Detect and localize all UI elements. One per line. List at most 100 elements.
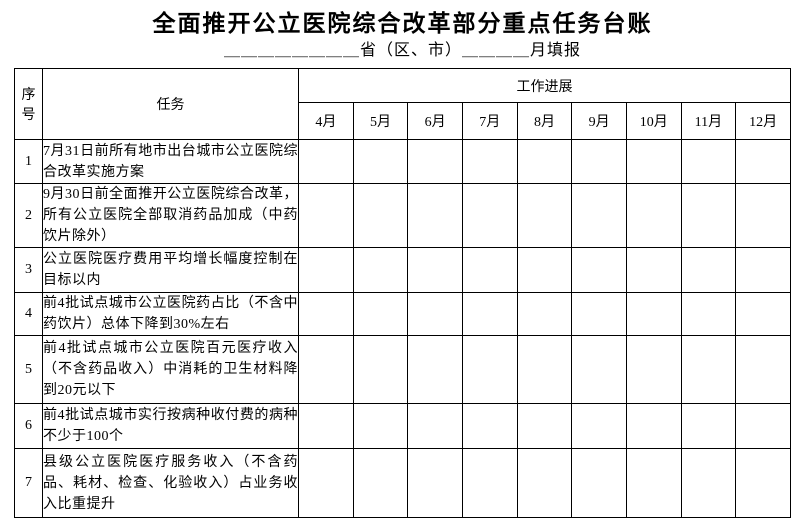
progress-cell[interactable] [680, 403, 737, 449]
progress-cell[interactable] [625, 183, 682, 248]
progress-cell[interactable] [461, 183, 518, 248]
task-cell: 7月31日前所有地市出台城市公立医院综合改革实施方案 [42, 139, 299, 184]
progress-cell[interactable] [407, 247, 463, 293]
progress-cell[interactable] [516, 247, 573, 293]
progress-cell[interactable] [516, 448, 573, 518]
progress-cell[interactable] [516, 335, 573, 404]
progress-cell[interactable] [461, 403, 518, 449]
progress-cell[interactable] [735, 335, 791, 404]
progress-cell[interactable] [680, 183, 737, 248]
progress-cell[interactable] [298, 448, 354, 518]
progress-cell[interactable] [680, 292, 737, 336]
progress-cell[interactable] [571, 247, 627, 293]
header-progress: 工作进展 [298, 68, 791, 103]
progress-cell[interactable] [516, 292, 573, 336]
row-number: 2 [14, 183, 43, 248]
progress-cell[interactable] [352, 183, 409, 248]
progress-cell[interactable] [571, 183, 627, 248]
table-row: 2 9月30日前全面推开公立医院综合改革，所有公立医院全部取消药品加成（中药饮片… [14, 183, 791, 248]
task-cell: 前4批试点城市实行按病种收付费的病种不少于100个 [42, 403, 299, 449]
row-number: 3 [14, 247, 43, 293]
header-month-dec: 12月 [735, 102, 791, 140]
progress-cell[interactable] [407, 335, 463, 404]
header-month-aug: 8月 [516, 102, 573, 140]
table-row: 6 前4批试点城市实行按病种收付费的病种不少于100个 [14, 403, 791, 449]
progress-cell[interactable] [625, 403, 682, 449]
header-month-may: 5月 [352, 102, 409, 140]
header-month-oct: 10月 [625, 102, 682, 140]
table-row: 7 县级公立医院医疗服务收入（不含药品、耗材、检查、化验收入）占业务收入比重提升 [14, 448, 791, 518]
progress-cell[interactable] [571, 448, 627, 518]
progress-cell[interactable] [352, 292, 409, 336]
page-subtitle: ＿＿＿＿＿＿＿＿省（区、市）＿＿＿＿月填报 [223, 42, 581, 59]
progress-cell[interactable] [516, 139, 573, 184]
header-month-apr: 4月 [298, 102, 354, 140]
progress-cell[interactable] [735, 403, 791, 449]
progress-cell[interactable] [352, 247, 409, 293]
progress-cell[interactable] [461, 448, 518, 518]
progress-cell[interactable] [407, 292, 463, 336]
progress-cell[interactable] [461, 247, 518, 293]
progress-cell[interactable] [352, 403, 409, 449]
header-month-nov: 11月 [680, 102, 737, 140]
row-number: 1 [14, 139, 43, 184]
row-number: 7 [14, 448, 43, 518]
progress-cell[interactable] [680, 247, 737, 293]
progress-cell[interactable] [461, 335, 518, 404]
header-month-sep: 9月 [571, 102, 627, 140]
progress-cell[interactable] [735, 448, 791, 518]
progress-cell[interactable] [516, 183, 573, 248]
progress-cell[interactable] [407, 448, 463, 518]
page-title: 全面推开公立医院综合改革部分重点任务台账 [152, 11, 653, 36]
progress-cell[interactable] [625, 448, 682, 518]
progress-cell[interactable] [461, 292, 518, 336]
progress-cell[interactable] [735, 183, 791, 248]
progress-cell[interactable] [571, 335, 627, 404]
task-ledger-table: 序号 任务 工作进展 4月 5月 6月 7月 8月 9月 10月 11月 12月… [14, 68, 791, 518]
progress-cell[interactable] [735, 139, 791, 184]
progress-cell[interactable] [625, 247, 682, 293]
header-seq: 序号 [14, 68, 43, 140]
row-number: 6 [14, 403, 43, 449]
progress-cell[interactable] [352, 335, 409, 404]
progress-cell[interactable] [407, 183, 463, 248]
table-row: 5 前4批试点城市公立医院百元医疗收入（不含药品收入）中消耗的卫生材料降到20元… [14, 335, 791, 404]
progress-cell[interactable] [298, 139, 354, 184]
table-row: 1 7月31日前所有地市出台城市公立医院综合改革实施方案 [14, 139, 791, 184]
progress-cell[interactable] [571, 403, 627, 449]
progress-cell[interactable] [298, 403, 354, 449]
row-number: 4 [14, 292, 43, 336]
progress-cell[interactable] [352, 448, 409, 518]
progress-cell[interactable] [571, 292, 627, 336]
table-row: 3 公立医院医疗费用平均增长幅度控制在目标以内 [14, 247, 791, 293]
progress-cell[interactable] [680, 139, 737, 184]
progress-cell[interactable] [407, 139, 463, 184]
header-month-jul: 7月 [461, 102, 518, 140]
task-cell: 前4批试点城市公立医院百元医疗收入（不含药品收入）中消耗的卫生材料降到20元以下 [42, 335, 299, 404]
task-cell: 9月30日前全面推开公立医院综合改革，所有公立医院全部取消药品加成（中药饮片除外… [42, 183, 299, 248]
progress-cell[interactable] [680, 448, 737, 518]
progress-cell[interactable] [461, 139, 518, 184]
header-month-jun: 6月 [407, 102, 463, 140]
task-cell: 县级公立医院医疗服务收入（不含药品、耗材、检查、化验收入）占业务收入比重提升 [42, 448, 299, 518]
progress-cell[interactable] [352, 139, 409, 184]
progress-cell[interactable] [407, 403, 463, 449]
task-cell: 前4批试点城市公立医院药占比（不含中药饮片）总体下降到30%左右 [42, 292, 299, 336]
task-cell: 公立医院医疗费用平均增长幅度控制在目标以内 [42, 247, 299, 293]
header-task: 任务 [42, 68, 299, 140]
table-row: 4 前4批试点城市公立医院药占比（不含中药饮片）总体下降到30%左右 [14, 292, 791, 336]
progress-cell[interactable] [571, 139, 627, 184]
progress-cell[interactable] [735, 292, 791, 336]
progress-cell[interactable] [298, 335, 354, 404]
progress-cell[interactable] [298, 292, 354, 336]
progress-cell[interactable] [625, 292, 682, 336]
row-number: 5 [14, 335, 43, 404]
progress-cell[interactable] [680, 335, 737, 404]
progress-cell[interactable] [625, 139, 682, 184]
progress-cell[interactable] [735, 247, 791, 293]
progress-cell[interactable] [298, 183, 354, 248]
progress-cell[interactable] [625, 335, 682, 404]
progress-cell[interactable] [298, 247, 354, 293]
progress-cell[interactable] [516, 403, 573, 449]
